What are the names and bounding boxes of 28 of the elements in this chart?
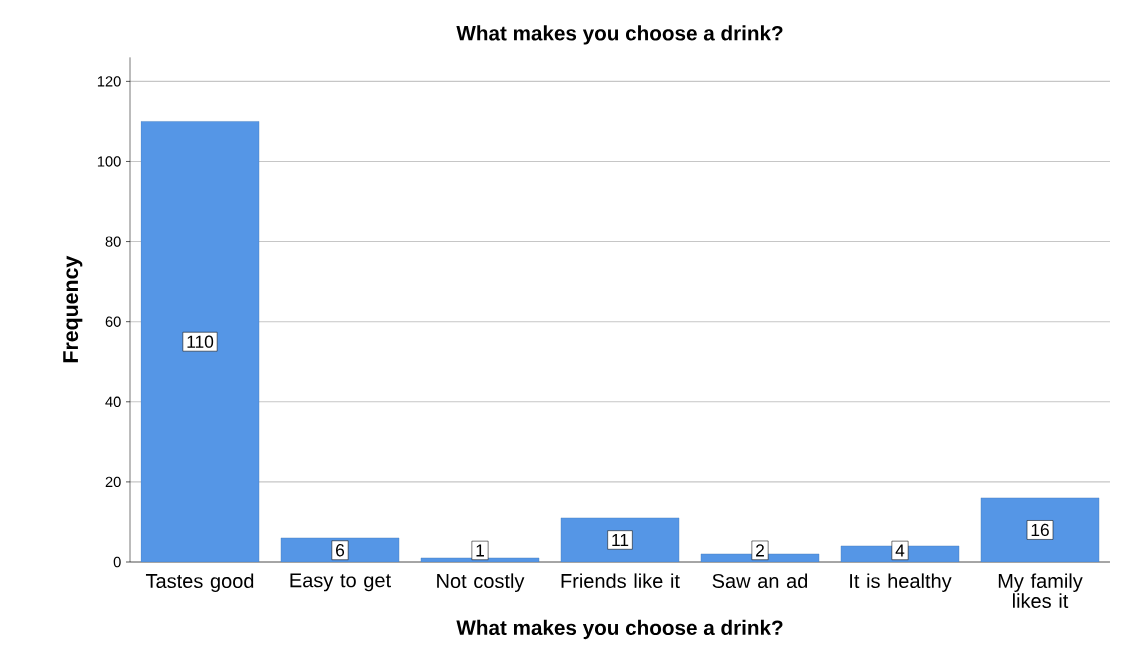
y-tick-label: 20 [105,476,121,488]
x-tick-label: It is healthy [850,573,952,593]
bar [560,517,680,562]
y-tick-label: 60 [105,316,121,327]
data-label: 1 [476,544,484,557]
data-label: 6 [336,544,345,557]
data-label: 4 [895,544,905,557]
y-tick-label: 100 [97,156,121,167]
bar [420,557,540,562]
x-tick-label: Easy to get [290,573,391,592]
y-tick-label: 40 [105,396,121,407]
y-tick-label: 120 [97,76,121,87]
x-tick-label: Friends like it [561,573,680,589]
x-tick-label: Not costly [437,573,525,593]
x-axis-title: What makes you choose a drink? [456,619,783,640]
data-label: 16 [1031,523,1049,537]
x-tick-label: My family likes it [998,573,1083,609]
x-tick-label: Saw an ad [712,573,808,589]
y-tick-label: 0 [113,556,121,568]
x-tick-label: Tastes good [145,573,254,593]
data-label: 2 [756,544,764,557]
bar [140,121,260,562]
y-axis-title: Frequency [63,255,83,363]
data-label: 11 [612,534,629,546]
data-label: 110 [187,335,214,348]
bar [980,497,1100,562]
y-tick-label: 80 [105,236,121,247]
chart-title: What makes you choose a drink? [456,25,783,45]
